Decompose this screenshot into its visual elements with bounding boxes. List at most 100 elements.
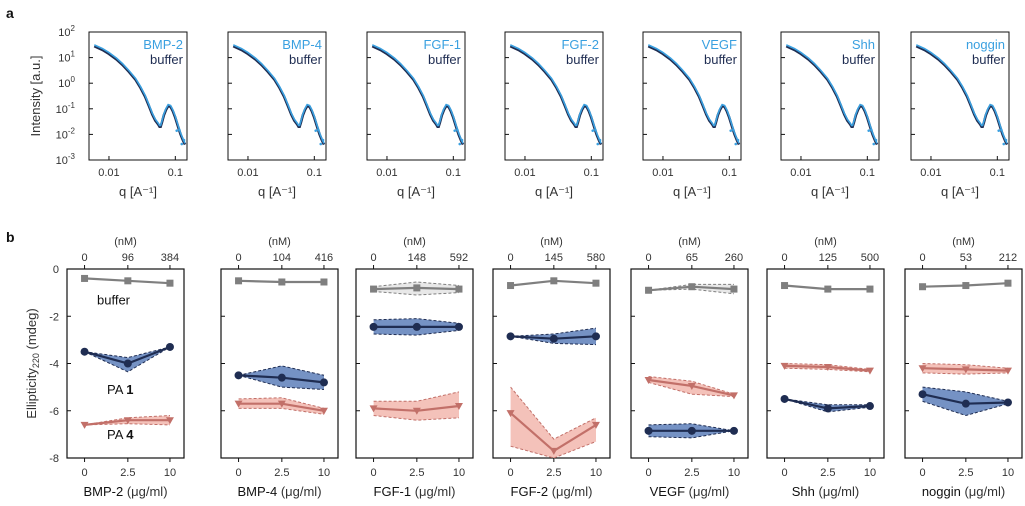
y-tick-label: 10-2 <box>56 126 76 141</box>
cd-x-axis-label: Shh (μg/ml) <box>792 484 859 499</box>
cd-panel: 0 0 2.5 104 10 416 (nM) BMP-4 (μg/ml) <box>220 236 339 499</box>
protein-name: BMP-4 <box>282 37 322 52</box>
square-marker <box>235 277 243 285</box>
protein-data-point <box>319 142 323 146</box>
circle-marker <box>961 399 970 408</box>
protein-name: VEGF <box>702 37 737 52</box>
protein-data-point <box>734 142 738 146</box>
top-tick-label: 212 <box>999 252 1017 264</box>
triangle-marker <box>729 392 738 400</box>
x-tick-label: 10 <box>318 467 330 479</box>
saxs-x-axis-label: q [A⁻¹] <box>535 184 573 199</box>
cd-frame <box>220 268 339 459</box>
cd-x-axis-label: BMP-4 (μg/ml) <box>237 484 321 499</box>
cd-x-label-unit: (μg/ml) <box>411 484 455 499</box>
y-tick-exponent: -2 <box>68 126 76 135</box>
triangle-marker <box>123 417 132 425</box>
cd-x-label-unit: (μg/ml) <box>685 484 729 499</box>
y-tick-label: 10-1 <box>56 101 76 116</box>
x-tick-label: 0 <box>370 467 376 479</box>
square-marker <box>413 284 421 292</box>
circle-marker <box>644 426 653 435</box>
top-axis-unit: (nM) <box>678 236 701 248</box>
top-axis-unit: (nM) <box>114 236 137 248</box>
y-tick-exponent: 2 <box>71 24 76 33</box>
annotation-pa1-text: PA <box>107 382 126 397</box>
protein-data-point <box>456 128 459 132</box>
cd-x-label-protein: noggin <box>922 484 961 499</box>
top-axis-unit: (nM) <box>814 236 837 248</box>
protein-curve <box>915 44 1008 144</box>
buffer-label: buffer <box>972 52 1006 67</box>
x-tick-label: 0.1 <box>990 167 1005 179</box>
square-marker <box>688 283 696 291</box>
band-lower-edge <box>238 374 325 390</box>
band-upper-edge <box>84 346 171 359</box>
protein-data-point <box>594 128 597 132</box>
error-band <box>373 391 459 421</box>
cd-panel: 0 0 2.5 125 10 500 (nM) Shh (μg/ml) <box>766 236 885 499</box>
x-tick-label: 0 <box>235 467 241 479</box>
protein-data-point <box>182 138 186 142</box>
circle-marker <box>549 334 558 343</box>
protein-curve <box>371 44 464 144</box>
saxs-frame <box>227 31 327 161</box>
y-tick-label: 10-3 <box>56 152 76 167</box>
x-tick-label: 0.01 <box>98 167 119 179</box>
protein-data-point <box>732 128 735 132</box>
band-upper-edge <box>373 391 460 402</box>
cd-panel: 0 0 2.5 53 10 212 (nM) noggin (μg/ml) <box>904 236 1023 499</box>
cd-frame <box>355 268 474 459</box>
error-band <box>510 387 596 458</box>
triangle-marker <box>961 366 970 374</box>
band-lower-edge <box>84 423 171 426</box>
buffer-label: buffer <box>842 52 876 67</box>
protein-data-point <box>453 129 457 132</box>
series-buffer <box>235 277 328 286</box>
panel-label-a: a <box>6 5 14 21</box>
y-tick-exponent: -1 <box>68 101 76 110</box>
series-pa-4 <box>369 391 463 421</box>
cd-x-label-protein: FGF-1 <box>374 484 412 499</box>
annotation-buffer: buffer <box>97 293 131 308</box>
series-pa-4 <box>234 397 328 415</box>
cd-x-label-unit: (μg/ml) <box>961 484 1005 499</box>
y-tick-label: -6 <box>49 406 59 418</box>
x-tick-label: 0 <box>781 467 787 479</box>
square-marker <box>507 282 515 290</box>
x-tick-label: 0.1 <box>860 167 875 179</box>
saxs-x-axis-label: q [A⁻¹] <box>811 184 849 199</box>
y-tick-base: 10 <box>56 104 68 116</box>
top-tick-label: 145 <box>545 252 563 264</box>
series-pa-1 <box>369 318 463 336</box>
protein-name: noggin <box>966 37 1005 52</box>
protein-data-point <box>872 142 876 146</box>
protein-name: FGF-1 <box>423 37 461 52</box>
square-marker <box>278 278 286 286</box>
protein-curve <box>93 44 186 144</box>
protein-data-point <box>997 129 1001 132</box>
saxs-x-axis-label: q [A⁻¹] <box>673 184 711 199</box>
y-tick-exponent: 0 <box>71 75 76 84</box>
x-tick-label: 0.1 <box>584 167 599 179</box>
band-lower-edge <box>648 430 735 439</box>
x-tick-label: 2.5 <box>546 467 561 479</box>
triangle-marker <box>549 447 558 455</box>
triangle-marker <box>644 377 653 385</box>
band-lower-edge <box>784 367 871 373</box>
band-lower-edge <box>373 329 460 336</box>
triangle-marker <box>234 400 243 408</box>
y-tick-base: 10 <box>58 27 70 39</box>
x-tick-label: 2.5 <box>274 467 289 479</box>
square-marker <box>962 282 970 290</box>
x-tick-label: 0.01 <box>376 167 397 179</box>
x-tick-label: 2.5 <box>409 467 424 479</box>
x-tick-label: 10 <box>728 467 740 479</box>
band-upper-edge <box>510 327 597 337</box>
band-lower-edge <box>373 415 460 421</box>
saxs-panels: Intensity [a.u.]10210110010-110-210-30.0… <box>28 24 1010 199</box>
series-pa-1 <box>780 394 874 413</box>
